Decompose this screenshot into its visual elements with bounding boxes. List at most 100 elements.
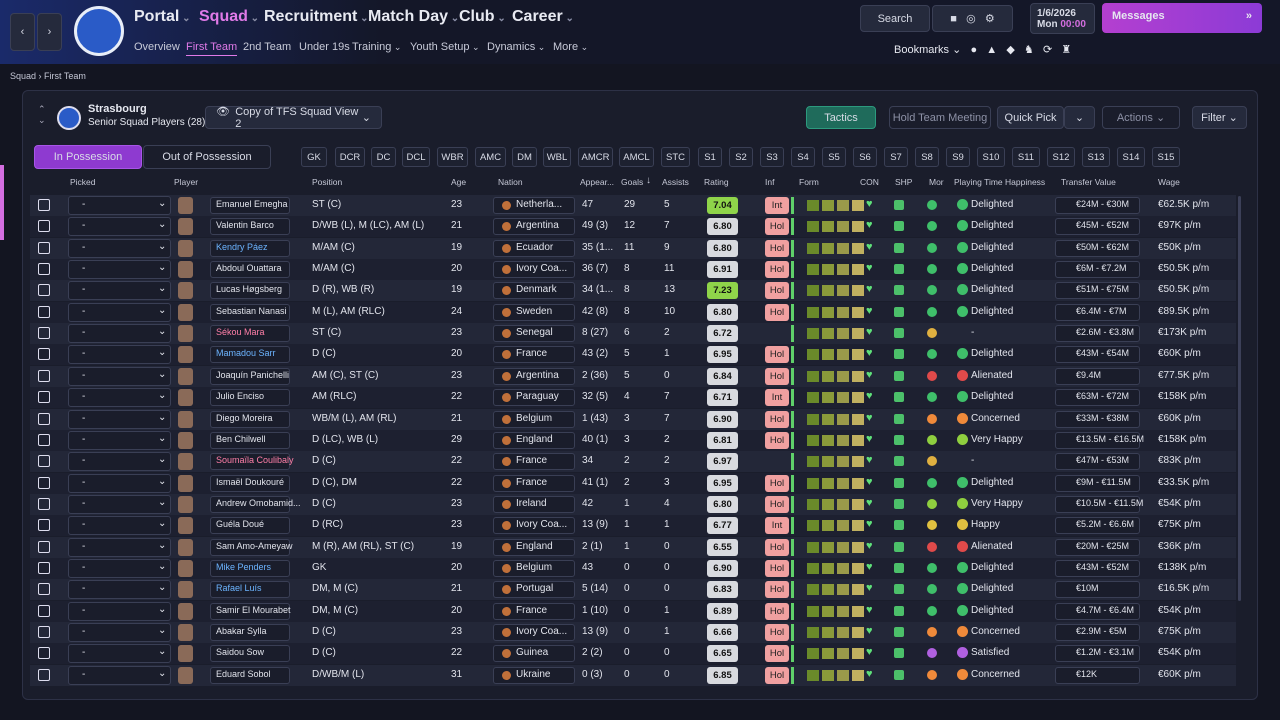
- picked-select[interactable]: [68, 217, 171, 237]
- value-chip[interactable]: [1055, 559, 1140, 577]
- nav-item[interactable]: Career: [512, 8, 574, 26]
- position-button[interactable]: S8: [915, 147, 939, 167]
- player-name[interactable]: Eduard Sobol: [216, 668, 271, 679]
- value-chip[interactable]: [1055, 538, 1140, 556]
- nav-item[interactable]: Squad: [199, 8, 259, 26]
- nation-chip[interactable]: [493, 303, 575, 321]
- value-chip[interactable]: [1055, 453, 1140, 471]
- value-chip[interactable]: [1055, 325, 1140, 343]
- player-name[interactable]: Mamadou Sarr: [216, 348, 276, 359]
- player-name[interactable]: Kendry Páez: [216, 241, 268, 252]
- checkbox[interactable]: [38, 561, 50, 574]
- table-row[interactable]: - ⌄ Saidou Sow D (C) 22 Guinea 2 (2) 0 0 6.65 Hol ♥…: [30, 643, 1236, 665]
- picked-select[interactable]: [68, 430, 171, 450]
- table-row[interactable]: - ⌄ Abdoul Ouattara M/AM (C) 20 Ivory Coa... 3…: [30, 259, 1236, 281]
- position-button[interactable]: S1: [698, 147, 722, 167]
- name-chip[interactable]: [210, 303, 290, 321]
- messages-button[interactable]: Messages»: [1102, 3, 1262, 33]
- position-button[interactable]: WBR: [437, 147, 468, 167]
- checkbox[interactable]: [38, 519, 50, 532]
- position-button[interactable]: DC: [371, 147, 396, 167]
- column-header[interactable]: CON: [860, 177, 879, 187]
- nation[interactable]: Ivory Coa...: [516, 263, 568, 275]
- tool-buttons[interactable]: ■ ◎ ⚙: [932, 5, 1013, 32]
- column-header[interactable]: Rating: [704, 177, 729, 187]
- view-select[interactable]: 👁 Copy of TFS Squad View 2 ⌄: [205, 106, 382, 130]
- picked-select[interactable]: [68, 388, 171, 408]
- position-button[interactable]: DCL: [402, 147, 430, 167]
- table-row[interactable]: - ⌄ Sebastian Nanasi M (L), AM (RLC) 24 Swede…: [30, 301, 1236, 323]
- checkbox[interactable]: [38, 476, 50, 489]
- checkbox[interactable]: [38, 220, 50, 233]
- table-row[interactable]: - ⌄ Soumaïla Coulibaly D (C) 22 France 34 2 2 6.9…: [30, 451, 1236, 473]
- name-chip[interactable]: [210, 239, 290, 257]
- table-row[interactable]: - ⌄ Joaquín Panichelli AM (C), ST (C) 23 Arge…: [30, 365, 1236, 387]
- nation[interactable]: Paraguay: [516, 391, 559, 403]
- checkbox[interactable]: [38, 647, 50, 660]
- position-button[interactable]: AMC: [475, 147, 506, 167]
- picked-select[interactable]: [68, 324, 171, 344]
- player-name[interactable]: Lucas Høgsberg: [216, 284, 283, 295]
- column-header[interactable]: Inf: [765, 177, 775, 187]
- nation-chip[interactable]: [493, 239, 575, 257]
- nation-chip[interactable]: [493, 282, 575, 300]
- position-button[interactable]: STC: [661, 147, 690, 167]
- name-chip[interactable]: [210, 517, 290, 535]
- value-chip[interactable]: [1055, 239, 1140, 257]
- position-button[interactable]: S6: [853, 147, 877, 167]
- nation[interactable]: England: [516, 433, 553, 445]
- position-button[interactable]: S11: [1012, 147, 1040, 167]
- table-row[interactable]: - ⌄ Abakar Sylla D (C) 23 Ivory Coa... 13 (9) 0…: [30, 622, 1236, 643]
- nation-chip[interactable]: [493, 410, 575, 428]
- nav-item[interactable]: Recruitment: [264, 8, 369, 26]
- picked-select[interactable]: [68, 452, 171, 472]
- crumb[interactable]: Squad: [10, 71, 37, 81]
- player-name[interactable]: Abakar Sylla: [216, 626, 267, 636]
- table-row[interactable]: - ⌄ Sam Amo-Ameyaw M (R), AM (RL), ST (C) 19…: [30, 536, 1236, 558]
- nav-item[interactable]: Portal: [134, 8, 191, 26]
- player-name[interactable]: Soumaïla Coulibaly: [216, 455, 294, 466]
- player-name[interactable]: Samir El Mourabet: [216, 604, 291, 615]
- value-chip[interactable]: [1055, 261, 1140, 279]
- tab[interactable]: Out of Possession: [143, 145, 271, 169]
- column-header[interactable]: SHP: [895, 177, 913, 187]
- picked-select[interactable]: [68, 665, 171, 685]
- subnav-item[interactable]: Overview: [134, 41, 180, 53]
- name-chip[interactable]: [210, 666, 290, 684]
- player-name[interactable]: Joaquín Panichelli: [216, 369, 290, 380]
- value-chip[interactable]: [1055, 389, 1140, 407]
- quick-pick-button[interactable]: Quick Pick: [997, 106, 1064, 129]
- name-chip[interactable]: [210, 645, 290, 663]
- nation-chip[interactable]: [493, 666, 575, 684]
- tab-active[interactable]: In Possession: [34, 145, 142, 169]
- tactics-button[interactable]: Tactics: [806, 106, 876, 129]
- position-button[interactable]: DM: [512, 147, 537, 167]
- position-button[interactable]: S5: [822, 147, 846, 167]
- name-chip[interactable]: [210, 410, 290, 428]
- column-header[interactable]: Position: [312, 177, 343, 187]
- scrollbar[interactable]: [1238, 196, 1241, 601]
- player-name[interactable]: Emanuel Emegha: [216, 199, 288, 209]
- picked-select[interactable]: [68, 345, 171, 365]
- nation-chip[interactable]: [493, 197, 575, 214]
- table-row[interactable]: - ⌄ Kendry Páez M/AM (C) 19 Ecuador 35 (1... 11…: [30, 237, 1236, 259]
- nav-item[interactable]: Match Day: [368, 8, 459, 26]
- club-logo[interactable]: [74, 6, 124, 56]
- value-chip[interactable]: [1055, 431, 1140, 449]
- table-row[interactable]: - ⌄ Lucas Høgsberg D (R), WB (R) 19 Denmark 34…: [30, 280, 1236, 302]
- checkbox[interactable]: [38, 412, 50, 425]
- nation-chip[interactable]: [493, 624, 575, 641]
- value-chip[interactable]: [1055, 474, 1140, 492]
- position-button[interactable]: S12: [1047, 147, 1075, 167]
- nation[interactable]: France: [516, 348, 548, 360]
- position-button[interactable]: S9: [946, 147, 970, 167]
- checkbox[interactable]: [38, 583, 50, 596]
- picked-select[interactable]: [68, 644, 171, 664]
- column-header[interactable]: Assists: [662, 177, 689, 187]
- checkbox[interactable]: [38, 327, 50, 340]
- actions-button[interactable]: Actions ⌄: [1102, 106, 1180, 129]
- value-chip[interactable]: [1055, 367, 1140, 385]
- filter-button[interactable]: Filter ⌄: [1192, 106, 1247, 129]
- name-chip[interactable]: [210, 453, 290, 471]
- checkbox[interactable]: [38, 391, 50, 404]
